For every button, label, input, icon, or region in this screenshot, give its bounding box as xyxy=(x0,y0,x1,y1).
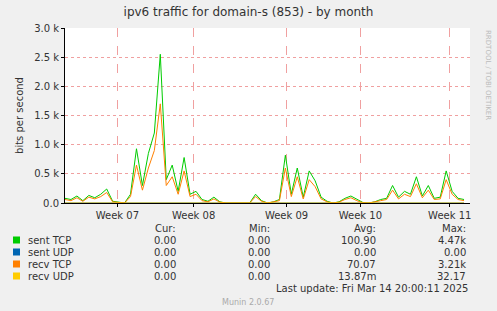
svg-text:100.90: 100.90 xyxy=(341,235,376,246)
svg-text:sent TCP: sent TCP xyxy=(28,235,71,246)
svg-text:recv TCP: recv TCP xyxy=(28,259,71,270)
svg-text:32.17: 32.17 xyxy=(437,271,466,282)
svg-text:RRDTOOL / TOBI OETIKER: RRDTOOL / TOBI OETIKER xyxy=(484,30,492,120)
svg-text:70.07: 70.07 xyxy=(347,259,376,270)
svg-text:Min:: Min: xyxy=(249,223,270,234)
svg-text:0.00: 0.00 xyxy=(154,271,176,282)
svg-text:Week 09: Week 09 xyxy=(265,210,308,221)
svg-text:0.00: 0.00 xyxy=(248,259,270,270)
svg-text:Week 07: Week 07 xyxy=(96,210,139,221)
svg-text:recv UDP: recv UDP xyxy=(28,271,74,282)
svg-text:Last update: Fri Mar 14 20:00:: Last update: Fri Mar 14 20:00:11 2025 xyxy=(276,283,468,294)
svg-text:Avg:: Avg: xyxy=(354,223,376,234)
svg-text:0.5 k: 0.5 k xyxy=(34,168,59,179)
svg-text:0.00: 0.00 xyxy=(354,247,376,258)
svg-text:sent UDP: sent UDP xyxy=(28,247,74,258)
svg-text:Max:: Max: xyxy=(442,223,466,234)
svg-text:0.00: 0.00 xyxy=(444,247,466,258)
svg-text:Week 11: Week 11 xyxy=(428,210,471,221)
svg-text:2.0 k: 2.0 k xyxy=(34,81,59,92)
svg-text:3.0 k: 3.0 k xyxy=(34,23,59,34)
svg-text:0.00: 0.00 xyxy=(248,235,270,246)
svg-text:Munin 2.0.67: Munin 2.0.67 xyxy=(222,298,274,307)
svg-text:0.00: 0.00 xyxy=(154,235,176,246)
svg-text:Week 08: Week 08 xyxy=(172,210,215,221)
svg-text:Week 10: Week 10 xyxy=(339,210,382,221)
svg-text:3.21k: 3.21k xyxy=(438,259,466,270)
svg-text:0.00: 0.00 xyxy=(248,247,270,258)
svg-text:1.0 k: 1.0 k xyxy=(34,139,59,150)
svg-text:Cur:: Cur: xyxy=(155,223,176,234)
svg-text:1.5 k: 1.5 k xyxy=(34,110,59,121)
svg-text:0.00: 0.00 xyxy=(154,259,176,270)
svg-text:13.87m: 13.87m xyxy=(338,271,376,282)
svg-text:4.47k: 4.47k xyxy=(438,235,466,246)
svg-text:ipv6 traffic for domain-s (853: ipv6 traffic for domain-s (853) - by mon… xyxy=(124,5,374,19)
svg-text:2.5 k: 2.5 k xyxy=(34,52,59,63)
svg-text:0.00: 0.00 xyxy=(154,247,176,258)
svg-text:bits per second: bits per second xyxy=(14,77,25,154)
svg-text:0.00: 0.00 xyxy=(248,271,270,282)
svg-text:0.0: 0.0 xyxy=(43,198,59,209)
